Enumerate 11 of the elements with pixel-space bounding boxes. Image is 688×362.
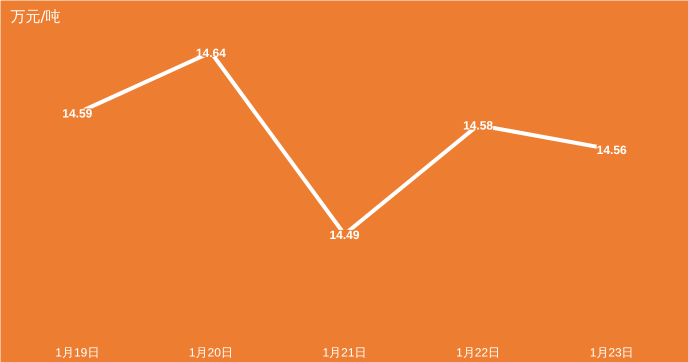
x-tick-label: 1月21日: [322, 346, 367, 360]
chart-title: 万元/吨: [10, 8, 61, 26]
data-label: 14.58: [463, 118, 494, 133]
x-tick-label: 1月19日: [55, 346, 100, 360]
data-label: 14.64: [196, 46, 226, 60]
x-tick-label: 1月20日: [188, 346, 233, 360]
x-tick-label: 1月23日: [590, 346, 634, 360]
data-label: 14.56: [596, 142, 628, 157]
x-tick-label: 1月22日: [456, 346, 500, 360]
data-label: 14.49: [329, 228, 360, 242]
data-label: 14.59: [62, 106, 93, 121]
